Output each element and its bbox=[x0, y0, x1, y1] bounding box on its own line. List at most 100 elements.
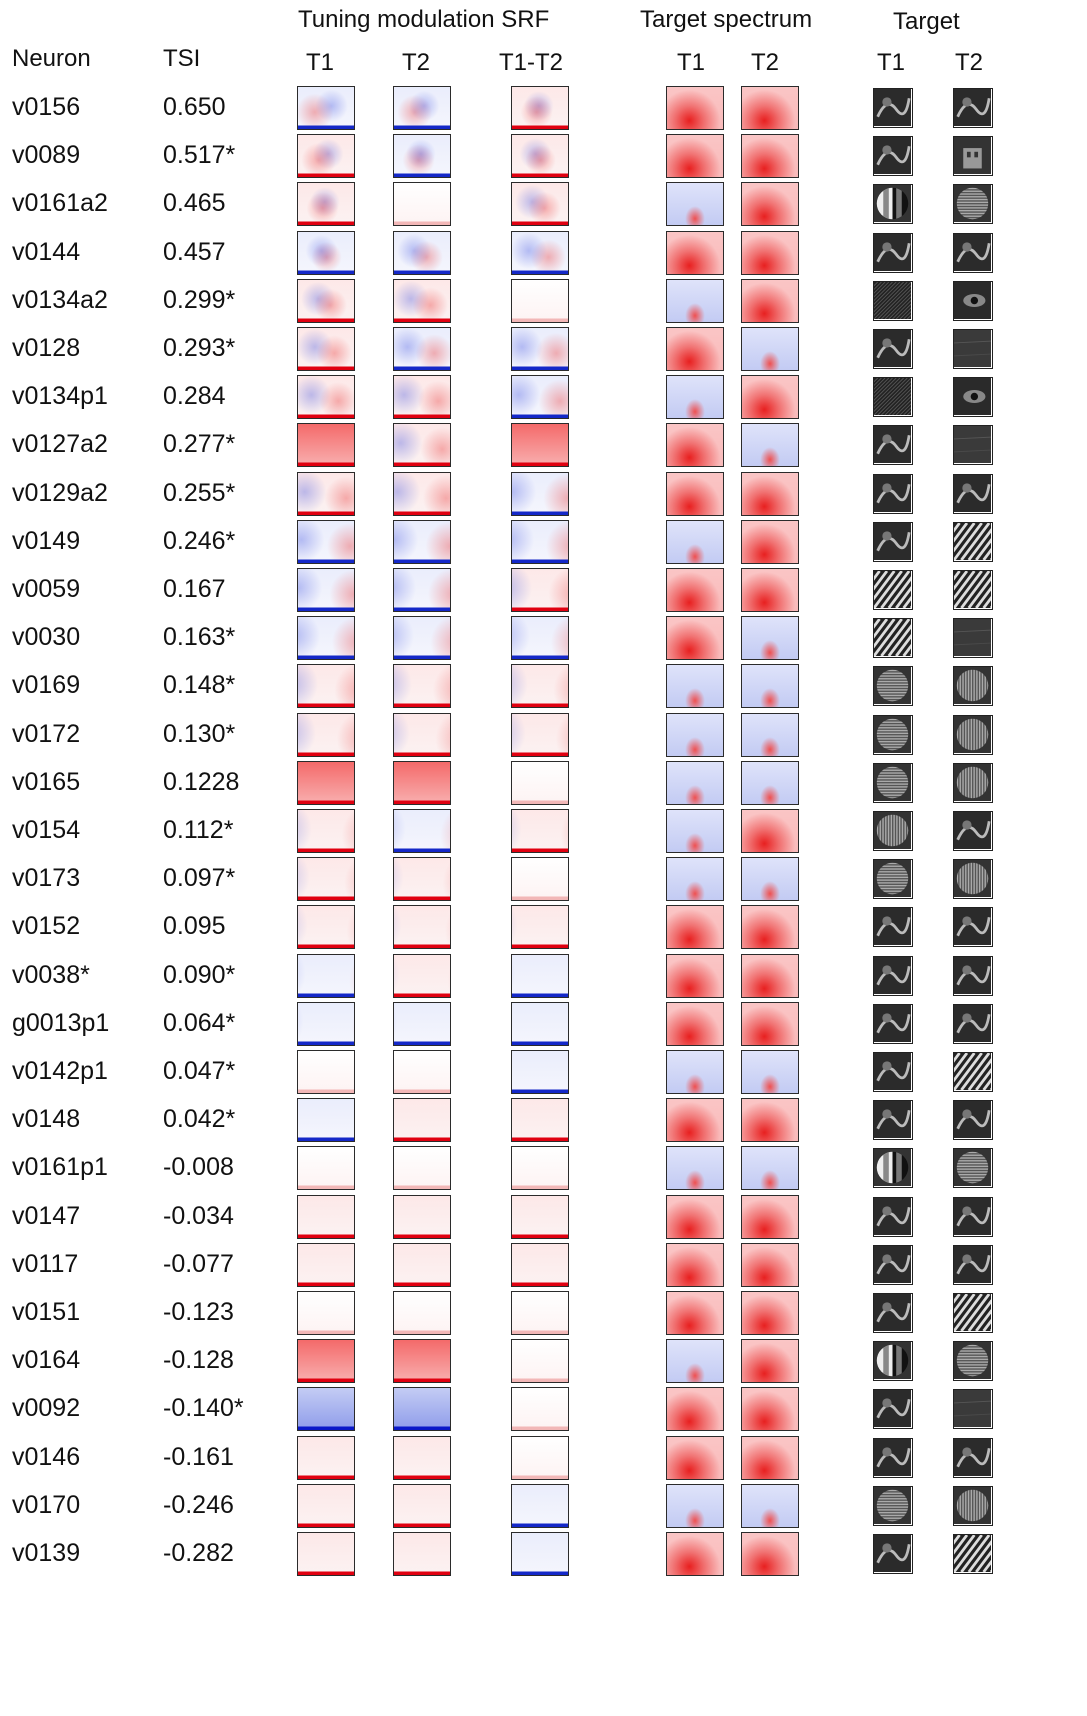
neuron-id: v0089 bbox=[12, 141, 81, 170]
spectrum-t1-map bbox=[666, 375, 724, 420]
target-t1-image bbox=[873, 859, 913, 900]
tsi-value: -0.008 bbox=[163, 1153, 234, 1182]
target-t1-image bbox=[873, 1148, 913, 1189]
srf-diff-map bbox=[511, 809, 569, 853]
spectrum-t1-map bbox=[666, 953, 724, 998]
spectrum-t1-map bbox=[666, 1435, 724, 1480]
srf-diff-map bbox=[511, 1146, 569, 1191]
spectrum-t1-map bbox=[666, 1146, 724, 1191]
target-t2-image bbox=[953, 473, 993, 514]
tsi-value: 0.047* bbox=[163, 1057, 236, 1085]
target-t1-image bbox=[873, 1052, 913, 1092]
target-t2-image bbox=[953, 88, 993, 128]
neuron-id: v0148 bbox=[12, 1105, 81, 1134]
tsi-value: 0.042* bbox=[163, 1105, 236, 1134]
spectrum-t1-map bbox=[666, 134, 724, 179]
spectrum-t1-map bbox=[666, 905, 724, 950]
srf-t2-map bbox=[393, 1435, 451, 1480]
neuron-id: v0128 bbox=[12, 334, 81, 362]
srf-t2-map bbox=[393, 423, 451, 468]
spectrum-t1-map bbox=[666, 1291, 724, 1335]
spectrum-t2-map bbox=[741, 1387, 799, 1432]
spectrum-t2-map bbox=[741, 134, 799, 179]
spectrum-t1-map bbox=[666, 857, 724, 902]
spectrum-t2-map bbox=[741, 423, 799, 468]
srf-t2-map bbox=[393, 1050, 451, 1094]
srf-t2-map bbox=[393, 568, 451, 612]
srf-t1-map bbox=[297, 519, 355, 564]
spectrum-t2-map bbox=[741, 1146, 799, 1191]
target-t1-image bbox=[873, 714, 913, 755]
srf-t1-map bbox=[297, 375, 355, 420]
tsi-value: 0.130* bbox=[163, 719, 236, 748]
srf-t1-header: T1 bbox=[306, 49, 335, 76]
srf-diff-map bbox=[511, 1050, 569, 1094]
srf-t2-map bbox=[393, 471, 451, 516]
srf-t2-map bbox=[393, 134, 451, 179]
srf-t1-map bbox=[297, 568, 355, 612]
srf-t1-map bbox=[297, 1146, 355, 1191]
target-t1-image bbox=[873, 618, 913, 659]
srf-t1-map bbox=[297, 86, 355, 130]
tsi-value: -0.140* bbox=[163, 1394, 244, 1423]
spectrum-t1-map bbox=[666, 327, 724, 371]
srf-t2-map bbox=[393, 1194, 451, 1239]
neuron-id: v0173 bbox=[12, 864, 81, 893]
spectrum-group-header: Target spectrum bbox=[640, 6, 813, 33]
spectrum-t1-map bbox=[666, 471, 724, 516]
neuron-id: v0165 bbox=[12, 767, 81, 796]
srf-t2-map bbox=[393, 86, 451, 130]
spectrum-t2-map bbox=[741, 1194, 799, 1239]
target-t2-image bbox=[953, 1003, 993, 1044]
srf-t1-map bbox=[297, 327, 355, 371]
spectrum-t2-map bbox=[741, 1098, 799, 1143]
srf-diff-map bbox=[511, 905, 569, 950]
spectrum-t1-map bbox=[666, 230, 724, 275]
spectrum-t2-map bbox=[741, 471, 799, 516]
target-t2-image bbox=[953, 329, 993, 369]
srf-t2-map bbox=[393, 664, 451, 709]
target-t2-image bbox=[953, 714, 993, 755]
target-t1-image bbox=[873, 521, 913, 562]
srf-t1-map bbox=[297, 1387, 355, 1432]
srf-diff-map bbox=[511, 1435, 569, 1480]
tsi-value: 0.064* bbox=[163, 1008, 236, 1037]
target-t1-image bbox=[873, 1100, 913, 1141]
neuron-id: v0169 bbox=[12, 671, 81, 700]
tsi-value: 0.650 bbox=[163, 93, 226, 121]
neuron-id: v0134a2 bbox=[12, 285, 108, 314]
srf-diff-map bbox=[511, 1387, 569, 1432]
spectrum-t1-map bbox=[666, 1339, 724, 1384]
tsi-column-header: TSI bbox=[163, 45, 201, 72]
srf-diff-map bbox=[511, 1291, 569, 1335]
spectrum-t2-map bbox=[741, 568, 799, 612]
srf-t1-map bbox=[297, 278, 355, 323]
spectrum-t1-map bbox=[666, 616, 724, 661]
target-t1-image bbox=[873, 377, 913, 418]
target-t1-image bbox=[873, 1341, 913, 1382]
target-t2-image bbox=[953, 280, 993, 321]
spectrum-t2-map bbox=[741, 809, 799, 853]
neuron-id: v0147 bbox=[12, 1201, 81, 1230]
srf-t1-map bbox=[297, 1194, 355, 1239]
target-t1-header: T1 bbox=[877, 49, 906, 76]
neuron-id: v0144 bbox=[12, 237, 81, 266]
srf-t2-map bbox=[393, 327, 451, 371]
srf-t2-map bbox=[393, 1098, 451, 1143]
target-t1-image bbox=[873, 811, 913, 851]
spectrum-t2-map bbox=[741, 278, 799, 323]
srf-t1-map bbox=[297, 616, 355, 661]
target-t2-image bbox=[953, 1052, 993, 1092]
srf-t2-map bbox=[393, 857, 451, 902]
tsi-value: -0.246 bbox=[163, 1490, 234, 1519]
spectrum-t1-header: T1 bbox=[677, 49, 706, 76]
spectrum-t1-map bbox=[666, 664, 724, 709]
srf-t1-map bbox=[297, 1242, 355, 1287]
target-t2-header: T2 bbox=[955, 49, 984, 76]
srf-t1-map bbox=[297, 1435, 355, 1480]
srf-t2-map bbox=[393, 1532, 451, 1576]
target-t2-image bbox=[953, 184, 993, 225]
target-t1-image bbox=[873, 329, 913, 369]
spectrum-t2-map bbox=[741, 86, 799, 130]
target-t1-image bbox=[873, 1389, 913, 1430]
